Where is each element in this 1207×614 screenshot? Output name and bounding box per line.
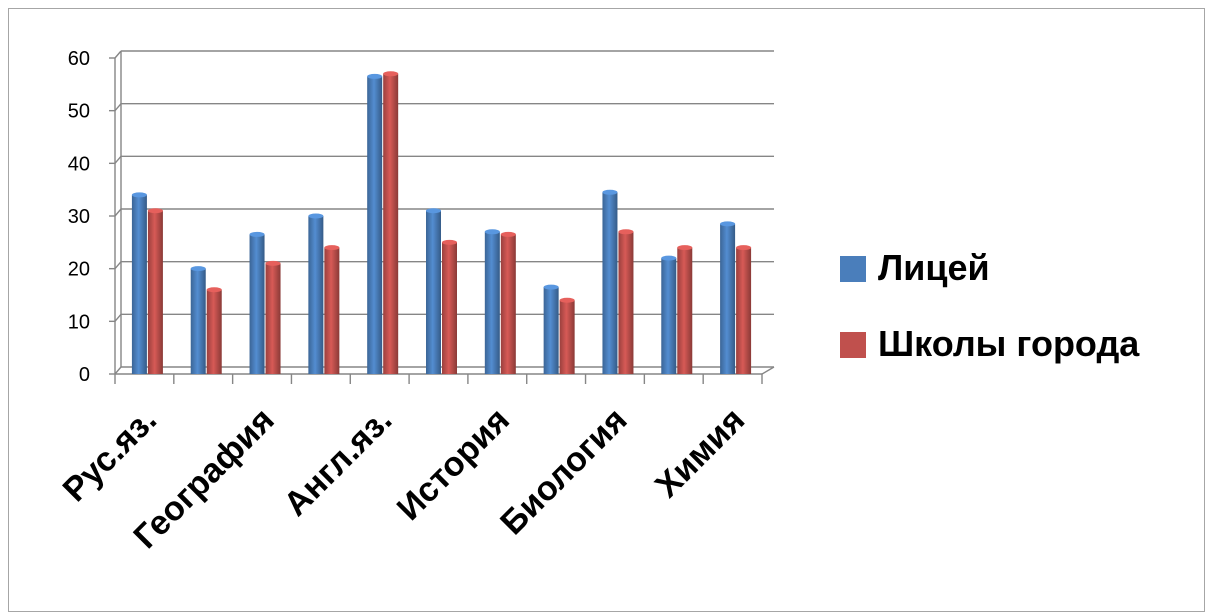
bar-series-2 bbox=[618, 231, 634, 374]
bar-cap bbox=[720, 221, 736, 227]
y-tick-label: 50 bbox=[68, 101, 90, 123]
bar-cap bbox=[559, 297, 575, 303]
bar-cap bbox=[206, 287, 222, 293]
bar-series-1 bbox=[190, 268, 206, 374]
bar-series-1 bbox=[661, 258, 677, 374]
gridline-depth bbox=[114, 208, 122, 217]
bar-cap bbox=[265, 260, 281, 266]
bar-series-1 bbox=[367, 76, 383, 374]
gridline-depth bbox=[114, 261, 122, 270]
x-tick-label: История bbox=[390, 401, 517, 528]
y-tick-label: 20 bbox=[68, 259, 90, 281]
x-tick-label: Биология bbox=[493, 401, 634, 542]
y-tick-label: 10 bbox=[68, 311, 90, 333]
y-tick-label: 0 bbox=[79, 364, 90, 386]
y-tick-labels: 0 10 20 30 40 50 60 bbox=[68, 48, 90, 386]
gridline-depth bbox=[114, 50, 122, 59]
bar-series-1 bbox=[484, 231, 500, 374]
bar-series-2 bbox=[265, 263, 281, 374]
axes bbox=[109, 51, 775, 384]
y-tick-label: 30 bbox=[68, 206, 90, 228]
bar-cap bbox=[677, 245, 693, 251]
gridline-depth bbox=[114, 366, 122, 375]
legend-swatch bbox=[840, 256, 866, 282]
bar-series-2 bbox=[206, 289, 222, 374]
bar-series-1 bbox=[308, 216, 324, 374]
y-tick-label: 60 bbox=[68, 48, 90, 70]
legend-swatch bbox=[840, 332, 866, 358]
bar-cap bbox=[602, 189, 618, 195]
x-tick-label: Англ.яз. bbox=[277, 401, 400, 524]
gridline-depth bbox=[114, 103, 122, 112]
bar-cap bbox=[367, 73, 383, 79]
bar-series-2 bbox=[677, 247, 693, 374]
bar-cap bbox=[661, 255, 677, 261]
bar-cap bbox=[131, 192, 147, 198]
bar-cap bbox=[500, 231, 516, 237]
bar-series-1 bbox=[426, 210, 441, 374]
bar-cap bbox=[442, 239, 457, 245]
bar-series-1 bbox=[602, 192, 618, 374]
bar-series-2 bbox=[147, 210, 163, 374]
bar-cap bbox=[618, 229, 634, 235]
legend-label: Лицей bbox=[878, 247, 990, 288]
legend-label: Школы города bbox=[878, 323, 1140, 364]
bar-series-2 bbox=[500, 234, 516, 374]
legend: Лицей Школы города bbox=[840, 247, 1140, 364]
bar-series-2 bbox=[559, 300, 575, 374]
bar-series-1 bbox=[720, 223, 736, 374]
bar-cap bbox=[249, 231, 265, 237]
bar-cap bbox=[147, 208, 163, 214]
bar-series-2 bbox=[383, 73, 399, 375]
bar-series-1 bbox=[131, 194, 147, 374]
bar-cap bbox=[190, 266, 206, 272]
gridline-depth bbox=[114, 313, 122, 322]
bar-series-2 bbox=[442, 242, 457, 374]
bar-cap bbox=[324, 245, 340, 251]
x-tick-label: Химия bbox=[648, 401, 752, 505]
y-tick-label: 40 bbox=[68, 153, 90, 175]
bar-series-2 bbox=[736, 247, 752, 374]
bar-series-1 bbox=[543, 287, 559, 374]
bar-cap bbox=[543, 284, 559, 290]
bar-cap bbox=[308, 213, 324, 219]
bar-cap bbox=[736, 245, 752, 251]
bars bbox=[131, 71, 752, 375]
bar-series-1 bbox=[249, 234, 265, 374]
bar-cap bbox=[383, 71, 399, 77]
bar-series-2 bbox=[324, 247, 340, 374]
bar-cap bbox=[484, 229, 500, 235]
bar-cap bbox=[426, 208, 441, 214]
x-tick-label: Рус.яз. bbox=[56, 401, 164, 509]
gridline-depth bbox=[114, 155, 122, 164]
floor-edge bbox=[761, 366, 775, 375]
